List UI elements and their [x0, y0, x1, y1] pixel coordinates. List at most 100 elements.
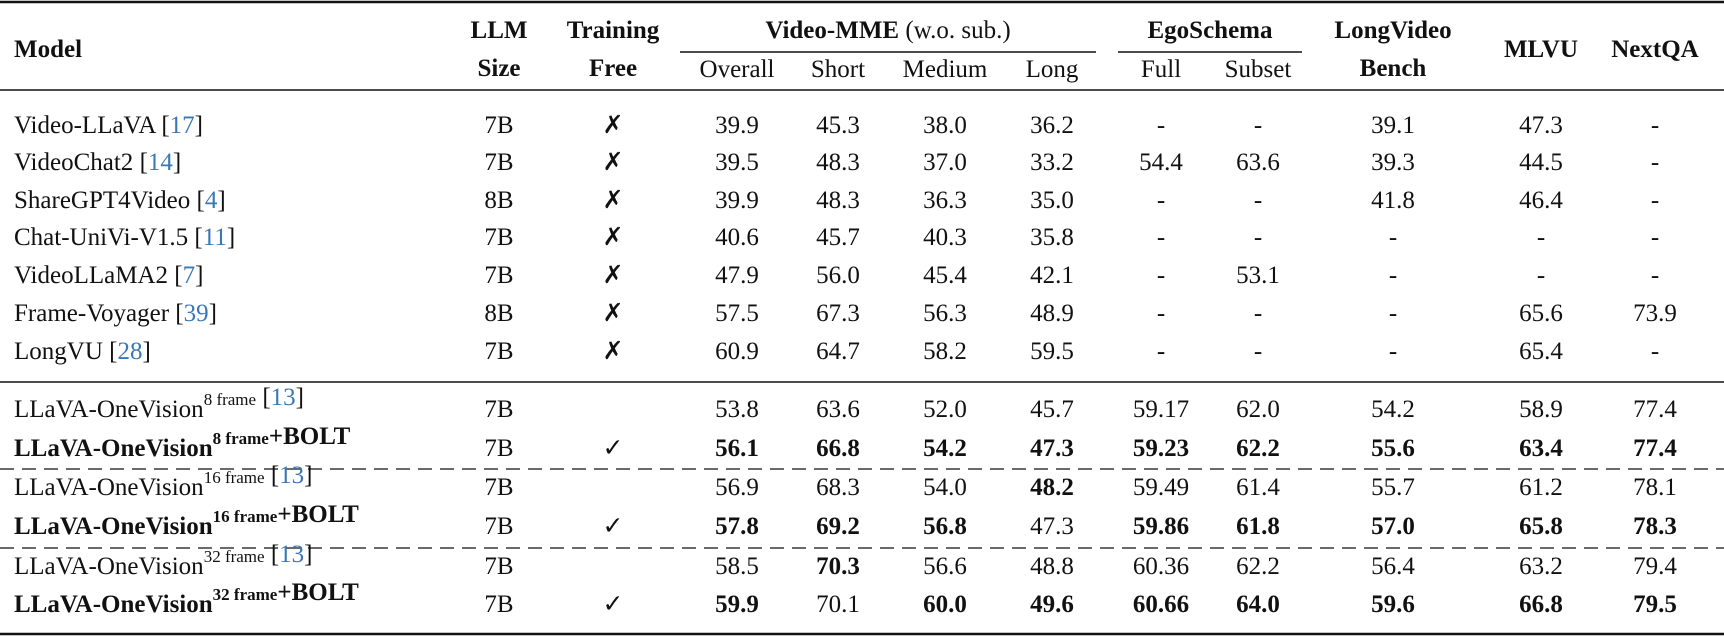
value-cell: 77.4 — [1633, 396, 1677, 423]
table-row: VideoLLaMA2 [7] 7B ✗ 47.9 56.0 45.4 42.1 - 53.1 -… — [14, 262, 1659, 289]
llm-size-cell: 7B — [484, 112, 513, 139]
value-cell: 53.1 — [1236, 262, 1280, 289]
header-longvideo-1: LongVideo — [1334, 17, 1451, 44]
value-cell: - — [1254, 300, 1262, 327]
value-cell: - — [1389, 262, 1397, 289]
value-cell: - — [1651, 149, 1659, 176]
cross-icon: ✗ — [603, 262, 624, 289]
value-cell: 56.6 — [923, 553, 967, 580]
value-cell: 39.5 — [715, 149, 759, 176]
table-row: LLaVA-OneVision16 frame [13] 7B 56.9 68.3 54… — [14, 462, 1677, 501]
value-cell: 39.9 — [715, 112, 759, 139]
value-cell: 45.3 — [816, 112, 860, 139]
value-cell: - — [1254, 338, 1262, 365]
value-cell: - — [1537, 262, 1545, 289]
value-cell: 44.5 — [1519, 149, 1563, 176]
model-name: LongVU [28] — [14, 338, 151, 365]
value-cell: - — [1254, 224, 1262, 251]
check-icon: ✓ — [603, 435, 624, 462]
value-cell: 45.7 — [1030, 396, 1074, 423]
value-cell: 73.9 — [1633, 300, 1677, 327]
value-cell: 55.7 — [1371, 474, 1415, 501]
table-row: Chat-UniVi-V1.5 [11] 7B ✗ 40.6 45.7 40.3 35.8 -… — [14, 224, 1659, 251]
value-cell: 56.3 — [923, 300, 967, 327]
value-cell: 68.3 — [816, 474, 860, 501]
header-egoschema: EgoSchema — [1148, 17, 1274, 44]
header-overall: Overall — [700, 56, 775, 83]
value-cell: - — [1651, 338, 1659, 365]
llm-size-cell: 7B — [484, 149, 513, 176]
table-row: LLaVA-OneVision32 frame [13] 7B 58.5 70.3 56… — [14, 541, 1677, 580]
llm-size-cell: 7B — [484, 435, 513, 462]
model-name: Chat-UniVi-V1.5 [11] — [14, 224, 235, 251]
model-name: LLaVA-OneVision16 frame+BOLT — [14, 501, 359, 540]
value-cell: - — [1651, 187, 1659, 214]
value-cell: 70.3 — [816, 553, 860, 580]
header-model: Model — [14, 36, 82, 63]
value-cell: 59.17 — [1133, 396, 1189, 423]
model-name: ShareGPT4Video [4] — [14, 187, 226, 214]
table-row: Frame-Voyager [39] 8B ✗ 57.5 67.3 56.3 48.9 - - -… — [14, 300, 1677, 327]
value-cell: 60.0 — [923, 591, 967, 618]
model-name: LLaVA-OneVision8 frame+BOLT — [14, 423, 351, 462]
value-cell: 78.3 — [1633, 513, 1677, 540]
value-cell: - — [1389, 338, 1397, 365]
value-cell: 47.3 — [1030, 435, 1074, 462]
value-cell: 35.0 — [1030, 187, 1074, 214]
value-cell: 40.3 — [923, 224, 967, 251]
llm-size-cell: 7B — [484, 224, 513, 251]
header-subset: Subset — [1225, 56, 1292, 83]
value-cell: 56.0 — [816, 262, 860, 289]
value-cell: 67.3 — [816, 300, 860, 327]
value-cell: 37.0 — [923, 149, 967, 176]
value-cell: 69.2 — [816, 513, 860, 540]
value-cell: 48.3 — [816, 187, 860, 214]
table-row: ShareGPT4Video [4] 8B ✗ 39.9 48.3 36.3 35.0 - - 4… — [14, 187, 1659, 214]
value-cell: 58.2 — [923, 338, 967, 365]
value-cell: 70.1 — [816, 591, 860, 618]
check-icon: ✓ — [603, 513, 624, 540]
value-cell: 47.3 — [1030, 513, 1074, 540]
value-cell: 52.0 — [923, 396, 967, 423]
value-cell: 62.2 — [1236, 435, 1280, 462]
value-cell: 45.7 — [816, 224, 860, 251]
value-cell: 57.0 — [1371, 513, 1415, 540]
table-row: LLaVA-OneVision16 frame+BOLT 7B ✓ 57.8 69.2 5… — [14, 501, 1677, 540]
value-cell: 57.5 — [715, 300, 759, 327]
value-cell: 65.6 — [1519, 300, 1563, 327]
value-cell: 54.4 — [1139, 149, 1183, 176]
value-cell: 56.8 — [923, 513, 967, 540]
value-cell: 60.9 — [715, 338, 759, 365]
cross-icon: ✗ — [603, 224, 624, 251]
header-training-2: Free — [589, 55, 637, 82]
llm-size-cell: 7B — [484, 474, 513, 501]
value-cell: 47.3 — [1519, 112, 1563, 139]
cross-icon: ✗ — [603, 187, 624, 214]
value-cell: - — [1389, 224, 1397, 251]
value-cell: 40.6 — [715, 224, 759, 251]
table-row: LLaVA-OneVision32 frame+BOLT 7B ✓ 59.9 70.1 6… — [14, 579, 1677, 618]
value-cell: 59.6 — [1371, 591, 1415, 618]
llm-size-cell: 7B — [484, 396, 513, 423]
value-cell: 39.3 — [1371, 149, 1415, 176]
value-cell: 54.2 — [1371, 396, 1415, 423]
value-cell: 59.49 — [1133, 474, 1189, 501]
value-cell: 61.4 — [1236, 474, 1280, 501]
model-name: VideoLLaMA2 [7] — [14, 262, 203, 289]
header-longvideo-2: Bench — [1360, 55, 1427, 82]
table-row: VideoChat2 [14] 7B ✗ 39.5 48.3 37.0 33.2 54.4 63… — [14, 149, 1659, 176]
value-cell: 62.2 — [1236, 553, 1280, 580]
value-cell: - — [1651, 112, 1659, 139]
value-cell: 56.9 — [715, 474, 759, 501]
llm-size-cell: 8B — [484, 300, 513, 327]
value-cell: - — [1157, 300, 1165, 327]
llm-size-cell: 7B — [484, 553, 513, 580]
value-cell: 45.4 — [923, 262, 967, 289]
value-cell: 58.9 — [1519, 396, 1563, 423]
value-cell: 41.8 — [1371, 187, 1415, 214]
llm-size-cell: 7B — [484, 262, 513, 289]
header-long: Long — [1026, 56, 1079, 83]
value-cell: 53.8 — [715, 396, 759, 423]
cross-icon: ✗ — [603, 338, 624, 365]
